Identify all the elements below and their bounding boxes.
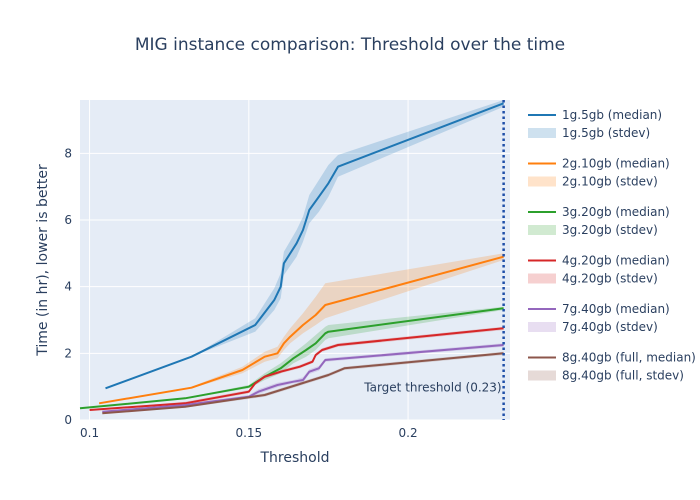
median-line-3: [79, 307, 504, 410]
legend-swatch-stdev[interactable]: [528, 128, 556, 138]
legend-label-median[interactable]: 7g.40gb (median): [562, 302, 670, 316]
x-axis-label: Threshold: [260, 450, 330, 466]
median-lines: [79, 102, 504, 415]
legend-label-median[interactable]: 2g.10gb (median): [562, 157, 670, 171]
legend-label-median[interactable]: 8g.40gb (full, median): [562, 351, 696, 365]
x-tick-label: 0.2: [399, 426, 418, 440]
target-threshold-label: Target threshold (0.23): [363, 381, 501, 395]
axes: 0 2 4 6 8 0.1 0.15 0.2: [64, 146, 417, 440]
stdev-band-5: [102, 343, 504, 412]
x-tick-label: 0.1: [80, 426, 99, 440]
legend-swatch-stdev[interactable]: [528, 370, 556, 381]
plot-area: [80, 100, 510, 420]
legend-swatch-stdev[interactable]: [528, 176, 556, 187]
legend-label-stdev[interactable]: 1g.5gb (stdev): [562, 126, 650, 140]
median-line-1: [105, 102, 504, 390]
legend-label-stdev[interactable]: 7g.40gb (stdev): [562, 320, 658, 334]
target-annotation: Target threshold (0.23): [363, 100, 505, 420]
legend-label-stdev[interactable]: 4g.20gb (stdev): [562, 272, 658, 286]
y-tick-label: 6: [64, 213, 72, 227]
legend-label-median[interactable]: 1g.5gb (median): [562, 108, 662, 122]
legend-label-stdev[interactable]: 2g.10gb (stdev): [562, 175, 658, 189]
legend[interactable]: 1g.5gb (median) 1g.5gb (stdev) 2g.10gb (me…: [528, 108, 696, 383]
legend-label-median[interactable]: 3g.20gb (median): [562, 205, 670, 219]
legend-label-stdev[interactable]: 8g.40gb (full, stdev): [562, 369, 684, 383]
legend-swatch-stdev[interactable]: [528, 322, 556, 332]
y-tick-label: 8: [64, 146, 72, 160]
x-tick-label: 0.15: [235, 426, 262, 440]
legend-label-stdev[interactable]: 3g.20gb (stdev): [562, 223, 658, 237]
median-line-6: [102, 352, 504, 415]
y-tick-label: 4: [64, 280, 72, 294]
y-tick-label: 0: [64, 413, 72, 427]
stdev-band-3: [80, 306, 504, 409]
median-line-2: [98, 255, 504, 405]
y-tick-label: 2: [64, 346, 72, 360]
legend-swatch-stdev[interactable]: [528, 225, 556, 235]
legend-label-median[interactable]: 4g.20gb (median): [562, 254, 670, 268]
stdev-band-2: [99, 253, 504, 404]
y-axis-label: Time (in hr), lower is better: [35, 164, 51, 357]
median-line-4: [89, 327, 504, 411]
legend-swatch-stdev[interactable]: [528, 273, 556, 284]
chart-title: MIG instance comparison: Threshold over …: [135, 35, 565, 55]
